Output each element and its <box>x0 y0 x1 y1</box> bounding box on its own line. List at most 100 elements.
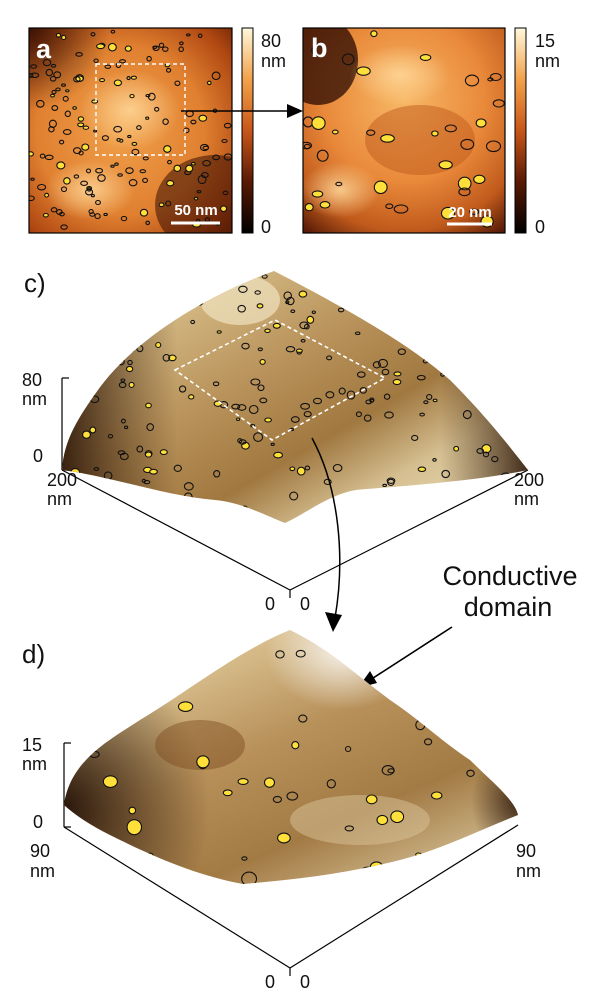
shade-a-br <box>155 155 232 233</box>
conductive-domain-blob <box>92 322 100 328</box>
conductive-domain-blob <box>289 491 299 501</box>
conductive-domain-blob <box>145 220 151 226</box>
conductive-domain-blob <box>291 741 300 750</box>
conductive-domain-blob <box>185 499 191 504</box>
conductive-domain-blob <box>36 99 45 108</box>
conductive-domain-blob <box>326 355 333 361</box>
conductive-domain-blob <box>393 204 409 214</box>
conductive-domain-blob <box>72 106 77 110</box>
conductive-domain-blob <box>30 72 40 79</box>
conductive-domain-blob <box>93 467 100 471</box>
conductive-domain-blob <box>462 493 469 499</box>
conductive-domain-blob <box>129 93 135 99</box>
conductive-domain-blob <box>441 469 451 479</box>
conductive-domain-blob <box>253 432 264 442</box>
conductive-domain-blob <box>126 819 143 836</box>
conductive-domain-blob <box>81 475 87 480</box>
conductive-domain-blob <box>130 273 140 281</box>
conductive-domain-blob <box>55 32 62 38</box>
conductive-domain-blob <box>202 159 212 167</box>
conductive-domain-blob <box>461 490 470 497</box>
conductive-domain-blob <box>73 174 80 179</box>
conductive-domain-blob <box>460 138 475 150</box>
conductive-domain-blob <box>116 138 121 142</box>
surface-c-peak <box>200 275 280 325</box>
conductive-domain-blob <box>95 279 102 286</box>
conductive-domain-blob <box>418 335 429 346</box>
conductive-domain-blob <box>519 312 524 317</box>
conductive-domain-blob <box>482 340 491 347</box>
conductive-domain-blob <box>385 203 394 210</box>
conductive-domain-blob <box>80 180 89 186</box>
conductive-domain-blob <box>87 302 96 309</box>
conductive-domain-blob <box>490 855 500 864</box>
conductive-domain-blob <box>141 505 149 513</box>
conductive-domain-blob <box>458 294 467 300</box>
conductive-domain-blob <box>417 466 427 473</box>
conductive-domain-blob <box>213 470 221 478</box>
conductive-domain-blob <box>48 119 57 128</box>
conductive-domain-blob <box>96 349 105 358</box>
conductive-domain-blob <box>415 852 422 857</box>
conductive-domain-blob <box>397 348 406 356</box>
conductive-domain-blob <box>503 489 513 495</box>
zoom-arrow-ab <box>181 104 303 118</box>
conductive-domain-blob <box>193 196 199 201</box>
conductive-domain-blob <box>508 380 515 385</box>
conductive-domain-blob <box>110 29 116 34</box>
conductive-domain-blob <box>303 143 311 150</box>
conductive-domain-blob <box>431 130 439 137</box>
conductive-domain-blob <box>190 119 197 125</box>
conductive-domain-blob <box>355 645 365 654</box>
conductive-domain-blob <box>196 190 202 194</box>
conductive-domain-blob <box>482 273 487 277</box>
conductive-domain-blob <box>143 280 151 286</box>
conductive-domain-blob <box>311 190 324 198</box>
conductive-domain-blob <box>312 397 323 405</box>
panel-d: d) 15 nm 0 90 nm 90 nm 0 0 <box>22 630 541 992</box>
conductive-domain-blob <box>312 630 327 642</box>
conductive-domain-blob <box>61 34 67 41</box>
conductive-domain-blob <box>416 374 426 381</box>
conductive-domain-blob <box>517 348 522 353</box>
conductive-domain-blob <box>363 414 372 422</box>
conductive-domain-blob <box>390 288 397 293</box>
conductive-domain-blob <box>114 162 119 166</box>
conductive-domain-blob <box>337 307 345 313</box>
conductive-domain-blob <box>444 124 457 133</box>
conductive-domain-blob <box>382 483 388 488</box>
conductive-domain-blob <box>95 199 101 206</box>
conductive-domain-blob <box>383 393 391 400</box>
domains-b <box>303 30 505 228</box>
shade-b-mid <box>365 105 475 175</box>
colorbar-b-unit: nm <box>535 51 560 71</box>
conductive-domain-blob <box>467 515 473 519</box>
conductive-domain-blob <box>361 866 374 875</box>
conductive-domain-blob <box>53 71 62 79</box>
conductive-domain-blob <box>159 449 168 456</box>
conductive-domain-blob <box>216 330 222 334</box>
colorbar-a-max: 80 <box>261 31 281 51</box>
conductive-domain-blob <box>434 286 444 294</box>
conductive-domain-blob <box>370 30 378 38</box>
conductive-domain-blob <box>30 177 35 181</box>
conductive-domain-blob <box>382 322 389 327</box>
conductive-domain-blob <box>55 87 61 92</box>
colorbar-b-max: 15 <box>535 31 555 51</box>
conductive-domain-blob <box>119 59 126 64</box>
conductive-domain-blob <box>131 141 138 146</box>
conductive-domain-blob <box>104 64 112 69</box>
conductive-domain-blob <box>56 161 66 170</box>
conductive-domain-blob <box>155 341 162 349</box>
zoom-arrow-cd <box>311 437 342 632</box>
conductive-domain-blob <box>77 122 85 128</box>
conductive-domain-blob <box>347 282 356 291</box>
conductive-domain-blob <box>272 795 283 803</box>
conductive-domain-blob <box>90 32 96 37</box>
conductive-domain-blob <box>118 381 127 389</box>
conductive-domain-blob <box>295 649 306 658</box>
conductive-domain-blob <box>286 791 299 801</box>
scale-label-a: 50 nm <box>174 202 217 219</box>
conductive-domain-blob <box>131 632 142 640</box>
conductive-domain-blob <box>466 769 475 777</box>
